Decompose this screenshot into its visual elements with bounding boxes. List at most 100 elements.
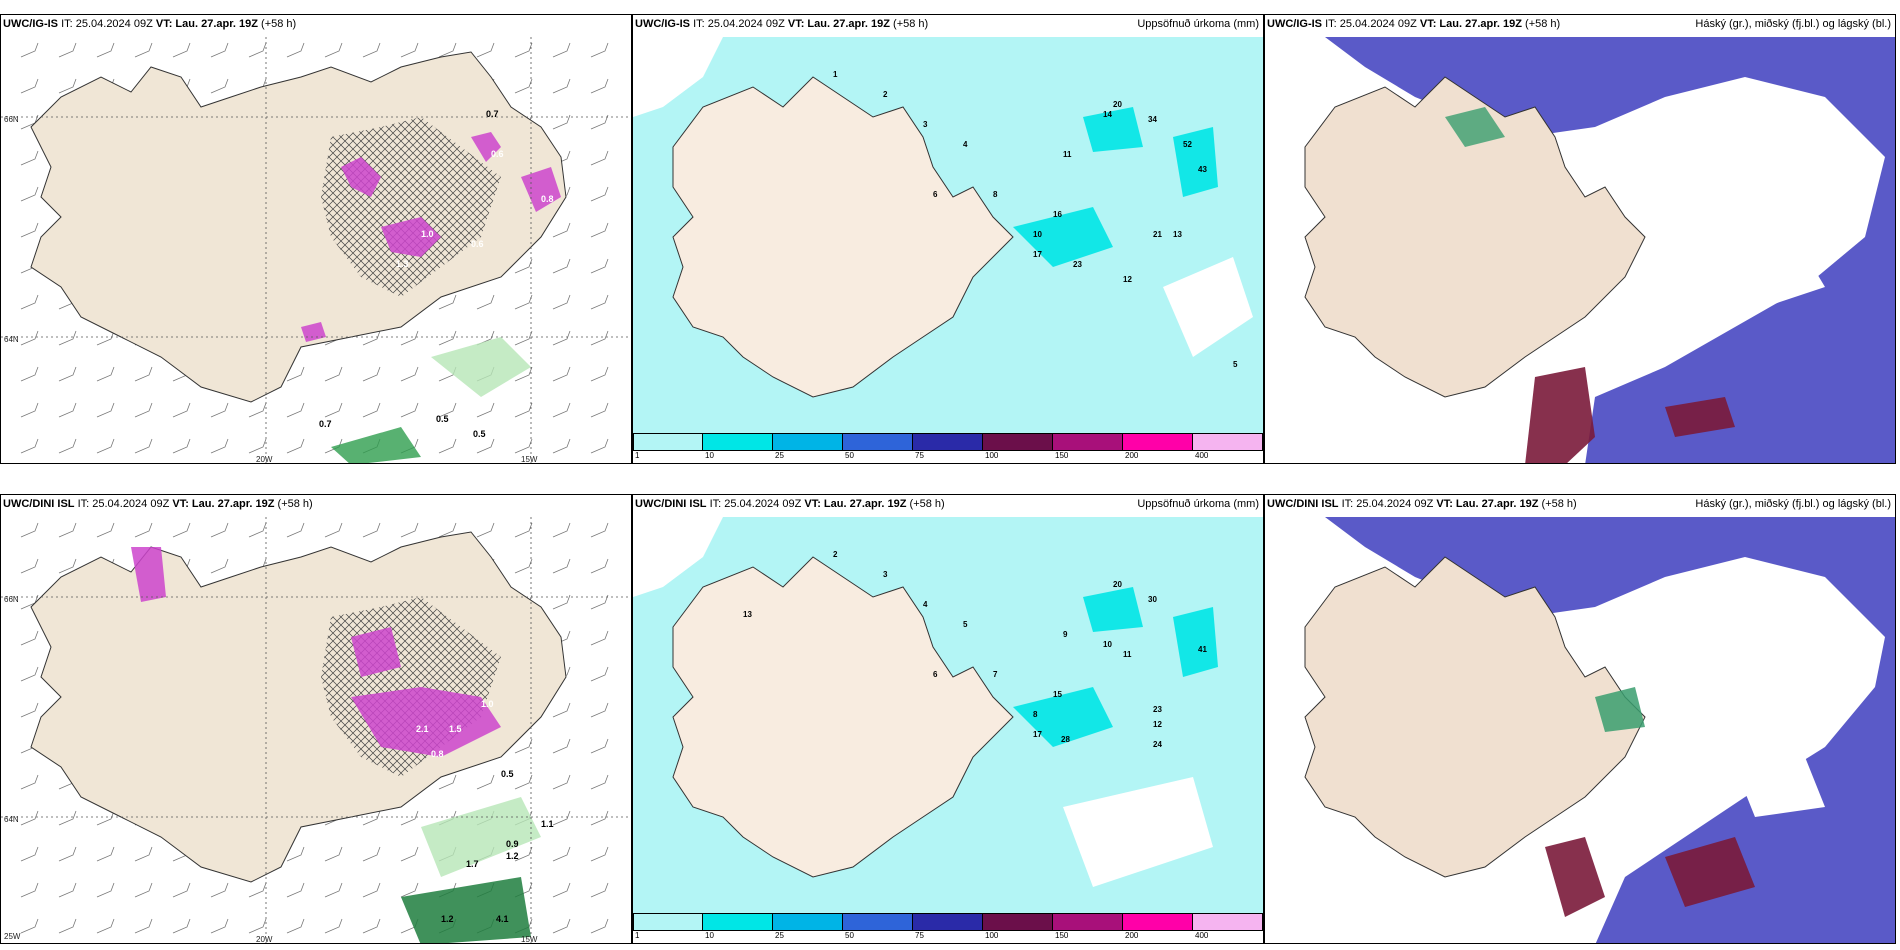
wind-barb bbox=[590, 150, 609, 166]
wind-barb bbox=[400, 846, 419, 862]
wind-barb bbox=[248, 882, 267, 898]
wind-barb bbox=[20, 294, 39, 310]
wind-barb bbox=[172, 42, 191, 58]
svg-text:5: 5 bbox=[1233, 360, 1238, 369]
wind-barb bbox=[552, 294, 571, 310]
wind-barb bbox=[476, 522, 495, 538]
svg-text:17: 17 bbox=[1033, 730, 1042, 739]
snow-area bbox=[351, 627, 401, 677]
colorbar-label: 400 bbox=[1195, 931, 1209, 940]
grid-label: 15W bbox=[521, 455, 538, 464]
wind-barb bbox=[248, 42, 267, 58]
svg-text:1.1: 1.1 bbox=[541, 819, 554, 829]
wind-barb bbox=[362, 366, 381, 382]
wind-barb bbox=[590, 918, 609, 934]
wind-barb bbox=[514, 738, 533, 754]
svg-text:0.8: 0.8 bbox=[431, 749, 444, 759]
svg-text:14: 14 bbox=[1103, 110, 1112, 119]
wind-barb bbox=[58, 522, 77, 538]
colorbar-cell bbox=[913, 433, 983, 451]
svg-text:23: 23 bbox=[1073, 260, 1082, 269]
wind-barb bbox=[552, 78, 571, 94]
colorbar-label: 150 bbox=[1055, 931, 1069, 940]
wind-barb bbox=[552, 522, 571, 538]
wind-barb bbox=[590, 114, 609, 130]
colorbar-cell bbox=[843, 913, 913, 931]
svg-text:9: 9 bbox=[1063, 630, 1068, 639]
wind-barb bbox=[590, 294, 609, 310]
wind-barb bbox=[362, 846, 381, 862]
iceland-land bbox=[672, 76, 1014, 398]
svg-text:1.0: 1.0 bbox=[421, 229, 434, 239]
colorbar-cell bbox=[633, 913, 703, 931]
colorbar-cell bbox=[703, 433, 773, 451]
svg-text:2: 2 bbox=[883, 90, 888, 99]
colorbar-cell bbox=[1123, 913, 1193, 931]
wind-barb bbox=[476, 438, 495, 454]
wind-barb bbox=[552, 810, 571, 826]
panel-title: UWC/IG-IS IT: 25.04.2024 09Z VT: Lau. 27… bbox=[3, 18, 297, 30]
svg-text:6: 6 bbox=[933, 190, 938, 199]
colorbar-label: 100 bbox=[985, 451, 999, 460]
wind-barb bbox=[20, 666, 39, 682]
map-cloud-cover bbox=[1265, 37, 1895, 463]
snow-area bbox=[351, 687, 501, 757]
wind-barb bbox=[438, 522, 457, 538]
wind-barb bbox=[286, 438, 305, 454]
wind-barb bbox=[438, 438, 457, 454]
wind-barb bbox=[362, 330, 381, 346]
wind-barb bbox=[58, 402, 77, 418]
wind-barb bbox=[96, 918, 115, 934]
wind-barb bbox=[552, 594, 571, 610]
colorbar-label: 25 bbox=[775, 451, 784, 460]
wind-barb bbox=[552, 738, 571, 754]
wind-barb bbox=[362, 42, 381, 58]
wind-barb bbox=[476, 774, 495, 790]
wind-barb bbox=[20, 150, 39, 166]
grid-label: 66N bbox=[4, 595, 19, 604]
wind-barb bbox=[590, 882, 609, 898]
wind-barb bbox=[20, 918, 39, 934]
wind-barb bbox=[172, 402, 191, 418]
svg-text:8: 8 bbox=[1033, 710, 1038, 719]
wind-barb bbox=[552, 42, 571, 58]
wind-barb bbox=[514, 558, 533, 574]
wind-barb bbox=[552, 702, 571, 718]
wind-barb bbox=[324, 846, 343, 862]
panel-bottom-left: UWC/DINI ISL IT: 25.04.2024 09Z VT: Lau.… bbox=[0, 494, 632, 944]
wind-barb bbox=[20, 774, 39, 790]
wind-barb bbox=[286, 522, 305, 538]
rain-area bbox=[431, 337, 531, 397]
panel-top-middle: UWC/IG-IS IT: 25.04.2024 09Z VT: Lau. 27… bbox=[632, 14, 1264, 464]
wind-barb bbox=[514, 846, 533, 862]
wind-barb bbox=[134, 42, 153, 58]
svg-text:12: 12 bbox=[1153, 720, 1162, 729]
map-cloud-cover bbox=[1265, 517, 1895, 943]
svg-text:5: 5 bbox=[963, 620, 968, 629]
wind-barb bbox=[210, 522, 229, 538]
wind-barb bbox=[514, 42, 533, 58]
svg-text:0.5: 0.5 bbox=[501, 769, 514, 779]
map-accumulated-precip: 2 3 4 5 6 7 8 9 10 11 12 13 15 17 20 23 … bbox=[633, 517, 1263, 927]
wind-barb bbox=[552, 774, 571, 790]
wind-barb bbox=[58, 42, 77, 58]
wind-barb bbox=[58, 330, 77, 346]
wind-barb bbox=[58, 810, 77, 826]
colorbar-cell bbox=[633, 433, 703, 451]
wind-barb bbox=[210, 918, 229, 934]
colorbar-label: 400 bbox=[1195, 451, 1209, 460]
colorbar-label: 75 bbox=[915, 451, 924, 460]
wind-barb bbox=[96, 438, 115, 454]
wind-barb bbox=[20, 330, 39, 346]
snow-area bbox=[471, 132, 501, 162]
wind-barb bbox=[58, 558, 77, 574]
wind-barb bbox=[362, 522, 381, 538]
wind-barb bbox=[324, 366, 343, 382]
precip-values: 1 2 3 4 6 8 10 11 14 16 17 20 21 23 34 4… bbox=[833, 70, 1238, 369]
colorbar-cell bbox=[983, 433, 1053, 451]
colorbar-label: 75 bbox=[915, 931, 924, 940]
svg-text:13: 13 bbox=[1173, 230, 1182, 239]
snow-area bbox=[341, 157, 381, 197]
colorbar-label: 200 bbox=[1125, 451, 1139, 460]
wind-barb bbox=[400, 522, 419, 538]
